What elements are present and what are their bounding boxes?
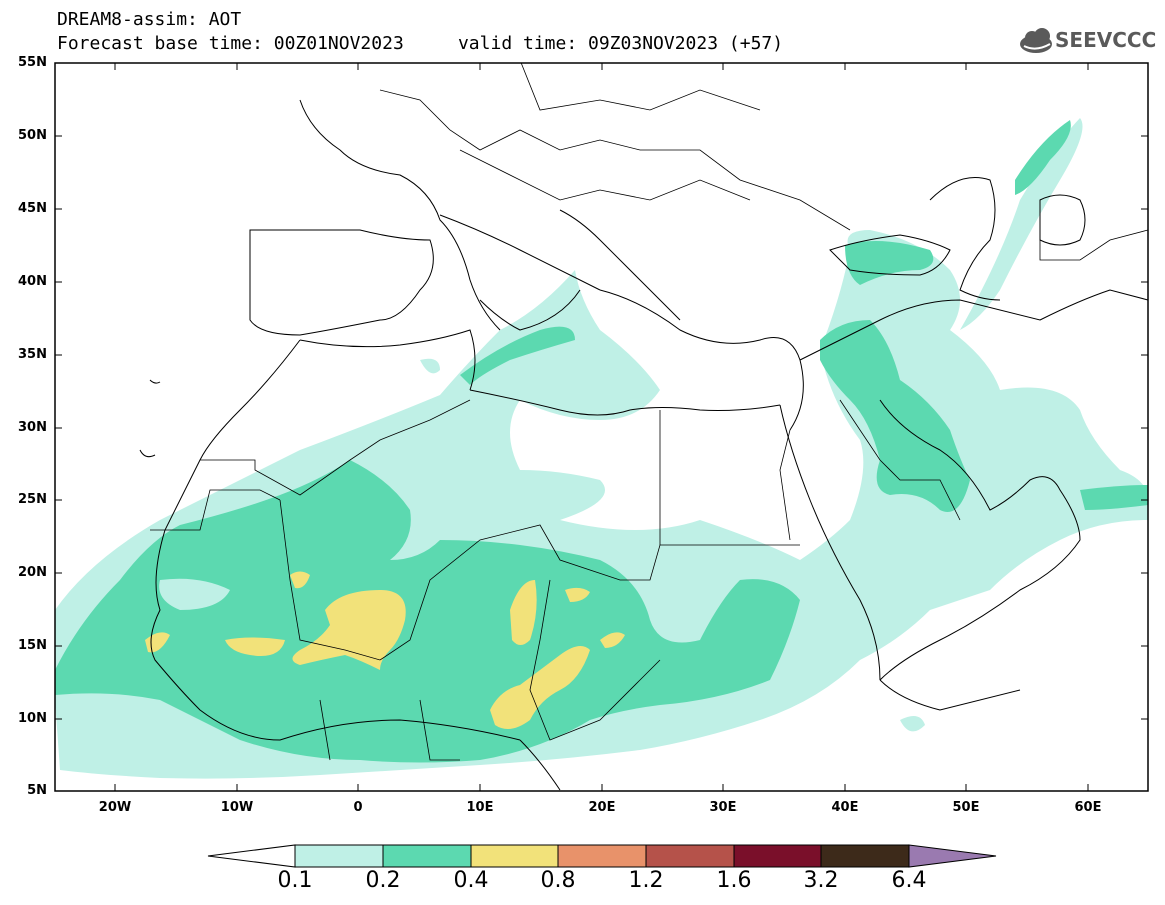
colorbar-label: 0.1 (277, 868, 313, 893)
lon-label: 10E (466, 800, 494, 815)
colorbar-segment (733, 844, 822, 868)
colorbar-segment (557, 844, 647, 868)
aot-field-0.2 (55, 120, 1148, 763)
colorbar-segment (645, 844, 735, 868)
colorbar-label: 0.2 (365, 868, 401, 893)
borders (150, 63, 1148, 761)
lat-label: 5N (27, 783, 47, 798)
colorbar-label: 1.6 (716, 868, 752, 893)
colorbar-label: 0.4 (453, 868, 489, 893)
colorbar-label: 6.4 (891, 868, 927, 893)
coastlines (139, 99, 1148, 791)
lon-label: 20E (588, 800, 616, 815)
lat-label: 55N (18, 55, 47, 70)
lat-label: 15N (18, 638, 47, 653)
colorbar-label: 3.2 (803, 868, 839, 893)
colorbar-segment (294, 844, 384, 868)
lat-label: 10N (18, 711, 47, 726)
lon-label: 0 (353, 800, 363, 815)
map-title: DREAM8-assim: AOT (57, 9, 242, 30)
colorbar-label: 1.2 (628, 868, 664, 893)
colorbar-segment (908, 844, 997, 868)
cloud-icon (1020, 28, 1052, 53)
colorbar-segment (820, 844, 910, 868)
colorbar-segment (382, 844, 472, 868)
logo-text: SEEVCCC (1055, 28, 1157, 52)
colorbar-segment (470, 844, 559, 868)
lon-label: 10W (220, 800, 254, 815)
lat-label: 25N (18, 492, 47, 507)
aot-field-0.4 (145, 571, 625, 729)
lon-label: 40E (831, 800, 859, 815)
lat-label: 30N (18, 420, 47, 435)
lon-label: 50E (952, 800, 980, 815)
lon-label: 60E (1074, 800, 1102, 815)
map-subtitle: Forecast base time: 00Z01NOV2023 valid t… (57, 33, 784, 54)
colorbar-label: 0.8 (540, 868, 576, 893)
lat-label: 45N (18, 201, 47, 216)
lon-label: 20W (98, 800, 132, 815)
lat-label: 40N (18, 274, 47, 289)
lat-label: 50N (18, 128, 47, 143)
lon-label: 30E (709, 800, 737, 815)
lat-label: 20N (18, 565, 47, 580)
lat-label: 35N (18, 347, 47, 362)
colorbar-segment (207, 844, 296, 868)
